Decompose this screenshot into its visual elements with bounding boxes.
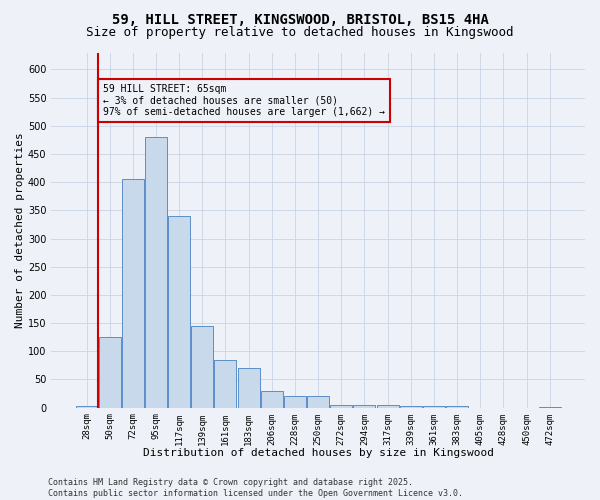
Bar [145, 137, 167, 407]
Bar [191, 326, 214, 407]
Bar [238, 368, 260, 408]
Text: Size of property relative to detached houses in Kingswood: Size of property relative to detached ho… [86, 26, 514, 39]
Bar [353, 405, 376, 407]
Bar [330, 405, 352, 407]
Bar [307, 396, 329, 407]
X-axis label: Distribution of detached houses by size in Kingswood: Distribution of detached houses by size … [143, 448, 494, 458]
Bar [122, 180, 144, 408]
Bar [423, 406, 445, 407]
Text: 59, HILL STREET, KINGSWOOD, BRISTOL, BS15 4HA: 59, HILL STREET, KINGSWOOD, BRISTOL, BS1… [112, 12, 488, 26]
Bar [400, 406, 422, 407]
Y-axis label: Number of detached properties: Number of detached properties [15, 132, 25, 328]
Text: 59 HILL STREET: 65sqm
← 3% of detached houses are smaller (50)
97% of semi-detac: 59 HILL STREET: 65sqm ← 3% of detached h… [103, 84, 385, 116]
Bar [261, 390, 283, 407]
Bar [284, 396, 306, 407]
Text: Contains HM Land Registry data © Crown copyright and database right 2025.
Contai: Contains HM Land Registry data © Crown c… [48, 478, 463, 498]
Bar [98, 337, 121, 407]
Bar [214, 360, 236, 408]
Bar [76, 406, 98, 408]
Bar [539, 407, 561, 408]
Bar [377, 405, 398, 407]
Bar [168, 216, 190, 408]
Bar [446, 406, 468, 408]
